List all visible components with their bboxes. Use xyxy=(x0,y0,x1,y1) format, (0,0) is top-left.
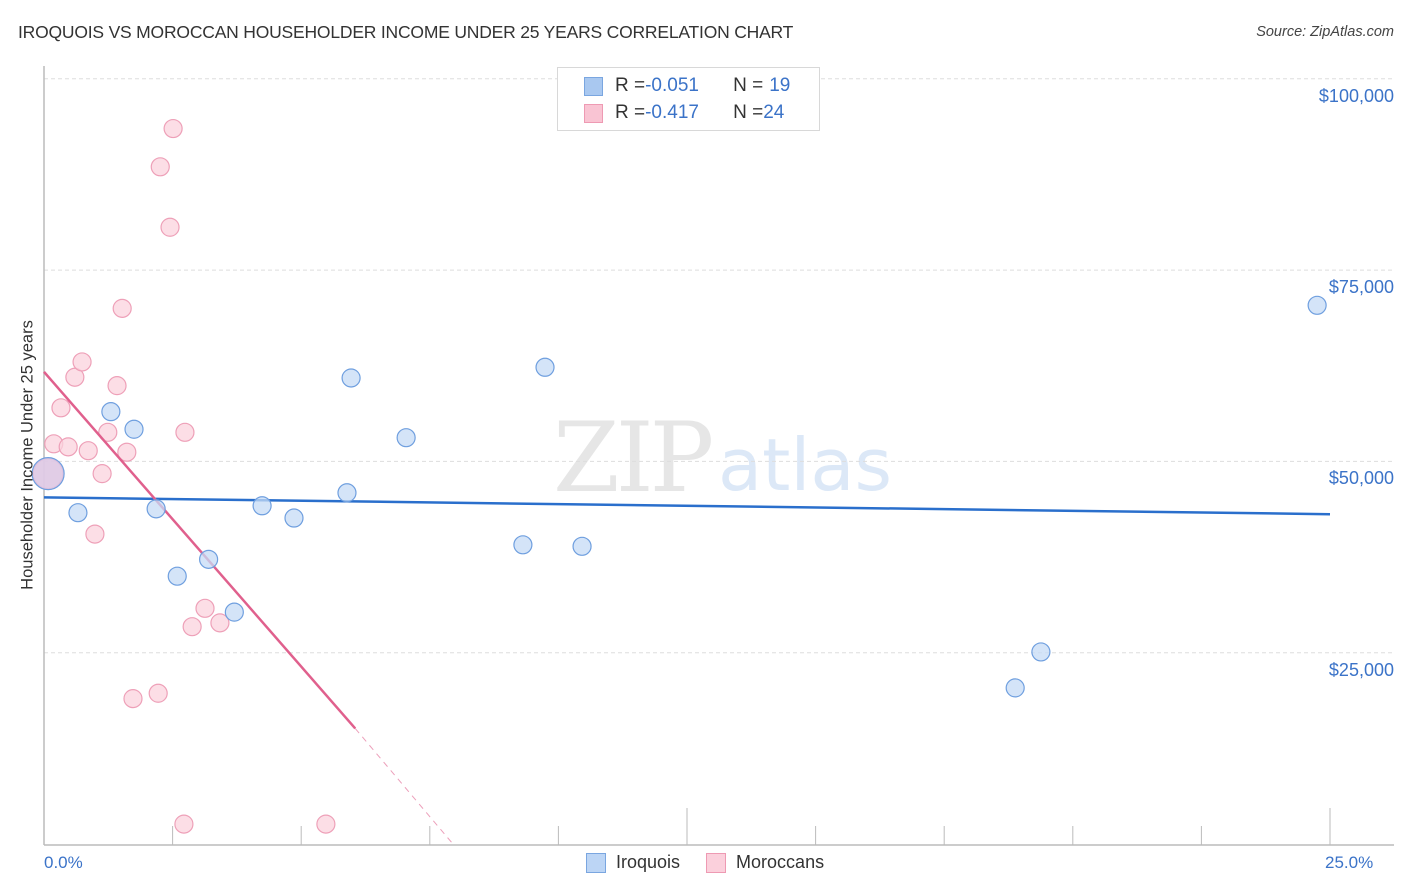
moroccans-data-point xyxy=(92,464,112,484)
iroquois-data-point xyxy=(1307,295,1327,315)
iroquois-data-point xyxy=(199,549,219,569)
legend-row-iroquois: R = -0.051 N = 19 xyxy=(584,74,790,98)
y-tick-100000: $100,000 xyxy=(1318,86,1394,106)
moroccans-data-point xyxy=(210,613,230,633)
legend-row-moroccans: R = -0.417 N = 24 xyxy=(584,101,784,125)
n-value: 19 xyxy=(769,75,791,96)
moroccans-data-point xyxy=(117,442,137,462)
chart-title: IROQUOIS VS MOROCCAN HOUSEHOLDER INCOME … xyxy=(18,22,794,42)
iroquois-data-point xyxy=(167,566,187,586)
moroccans-data-point xyxy=(58,437,78,457)
y-tick-25000: $25,000 xyxy=(1328,660,1394,680)
n-label: N = xyxy=(733,102,764,123)
iroquois-data-point xyxy=(572,536,592,556)
r-label: R = xyxy=(615,75,646,96)
iroquois-data-point xyxy=(396,428,416,448)
iroquois-data-point xyxy=(1005,678,1025,698)
iroquois-trend-line xyxy=(43,496,1331,516)
series-legend: Iroquois Moroccans xyxy=(586,852,850,873)
y-tick-75000: $75,000 xyxy=(1328,277,1394,297)
moroccans-data-point xyxy=(163,118,183,139)
moroccans-data-point xyxy=(98,422,118,442)
y-tick-50000: $50,000 xyxy=(1328,468,1394,488)
iroquois-data-point xyxy=(146,499,166,519)
legend-label-iroquois: Iroquois xyxy=(616,852,681,872)
iroquois-data-point xyxy=(68,503,88,523)
x-tick-25: 25.0% xyxy=(1325,853,1374,872)
moroccans-data-point xyxy=(78,441,98,461)
iroquois-data-point xyxy=(31,457,65,491)
moroccans-data-point xyxy=(123,689,143,709)
watermark-zip: ZIP xyxy=(553,402,714,514)
moroccans-data-point xyxy=(316,814,336,834)
moroccans-trend-line xyxy=(43,371,357,730)
moroccans-data-point xyxy=(72,352,92,372)
n-value: 24 xyxy=(763,102,785,123)
moroccans-data-point xyxy=(160,217,180,237)
iroquois-data-point xyxy=(337,483,357,503)
moroccans-data-point xyxy=(182,617,202,637)
iroquois-legend-icon xyxy=(586,852,606,873)
iroquois-data-point xyxy=(124,419,144,439)
moroccans-data-point xyxy=(107,376,127,396)
moroccans-data-point xyxy=(112,298,132,318)
moroccans-data-point xyxy=(150,157,170,177)
correlation-legend: R = -0.051 N = 19 R = -0.417 N = 24 xyxy=(557,67,820,131)
iroquois-data-point xyxy=(535,357,555,377)
source-label: Source: ZipAtlas.com xyxy=(1256,24,1394,40)
moroccans-trend-extension xyxy=(354,728,454,845)
moroccans-legend-icon xyxy=(706,852,727,873)
r-value: -0.417 xyxy=(645,102,699,123)
legend-label-moroccans: Moroccans xyxy=(736,852,825,872)
iroquois-data-point xyxy=(101,402,121,422)
moroccans-data-point xyxy=(51,398,71,418)
moroccans-data-point xyxy=(175,422,195,442)
r-label: R = xyxy=(615,102,646,123)
iroquois-swatch-icon xyxy=(584,76,603,96)
iroquois-data-point xyxy=(513,535,533,555)
r-value: -0.051 xyxy=(645,75,699,96)
legend-item-moroccans[interactable]: Moroccans xyxy=(706,852,824,873)
iroquois-data-point xyxy=(1031,642,1051,662)
y-axis-title: Householder Income Under 25 years xyxy=(18,320,37,590)
moroccans-data-point xyxy=(85,524,105,544)
moroccans-data-point xyxy=(195,598,215,618)
moroccans-swatch-icon xyxy=(584,103,603,123)
iroquois-data-point xyxy=(341,368,361,388)
iroquois-data-point xyxy=(224,602,244,622)
n-label: N = xyxy=(733,75,764,96)
iroquois-data-point xyxy=(284,508,304,528)
moroccans-data-point xyxy=(174,814,194,834)
x-tick-0: 0.0% xyxy=(44,853,83,872)
moroccans-data-point xyxy=(148,683,168,703)
legend-item-iroquois[interactable]: Iroquois xyxy=(586,852,680,873)
watermark-atlas: atlas xyxy=(718,423,892,507)
iroquois-data-point xyxy=(252,496,272,516)
